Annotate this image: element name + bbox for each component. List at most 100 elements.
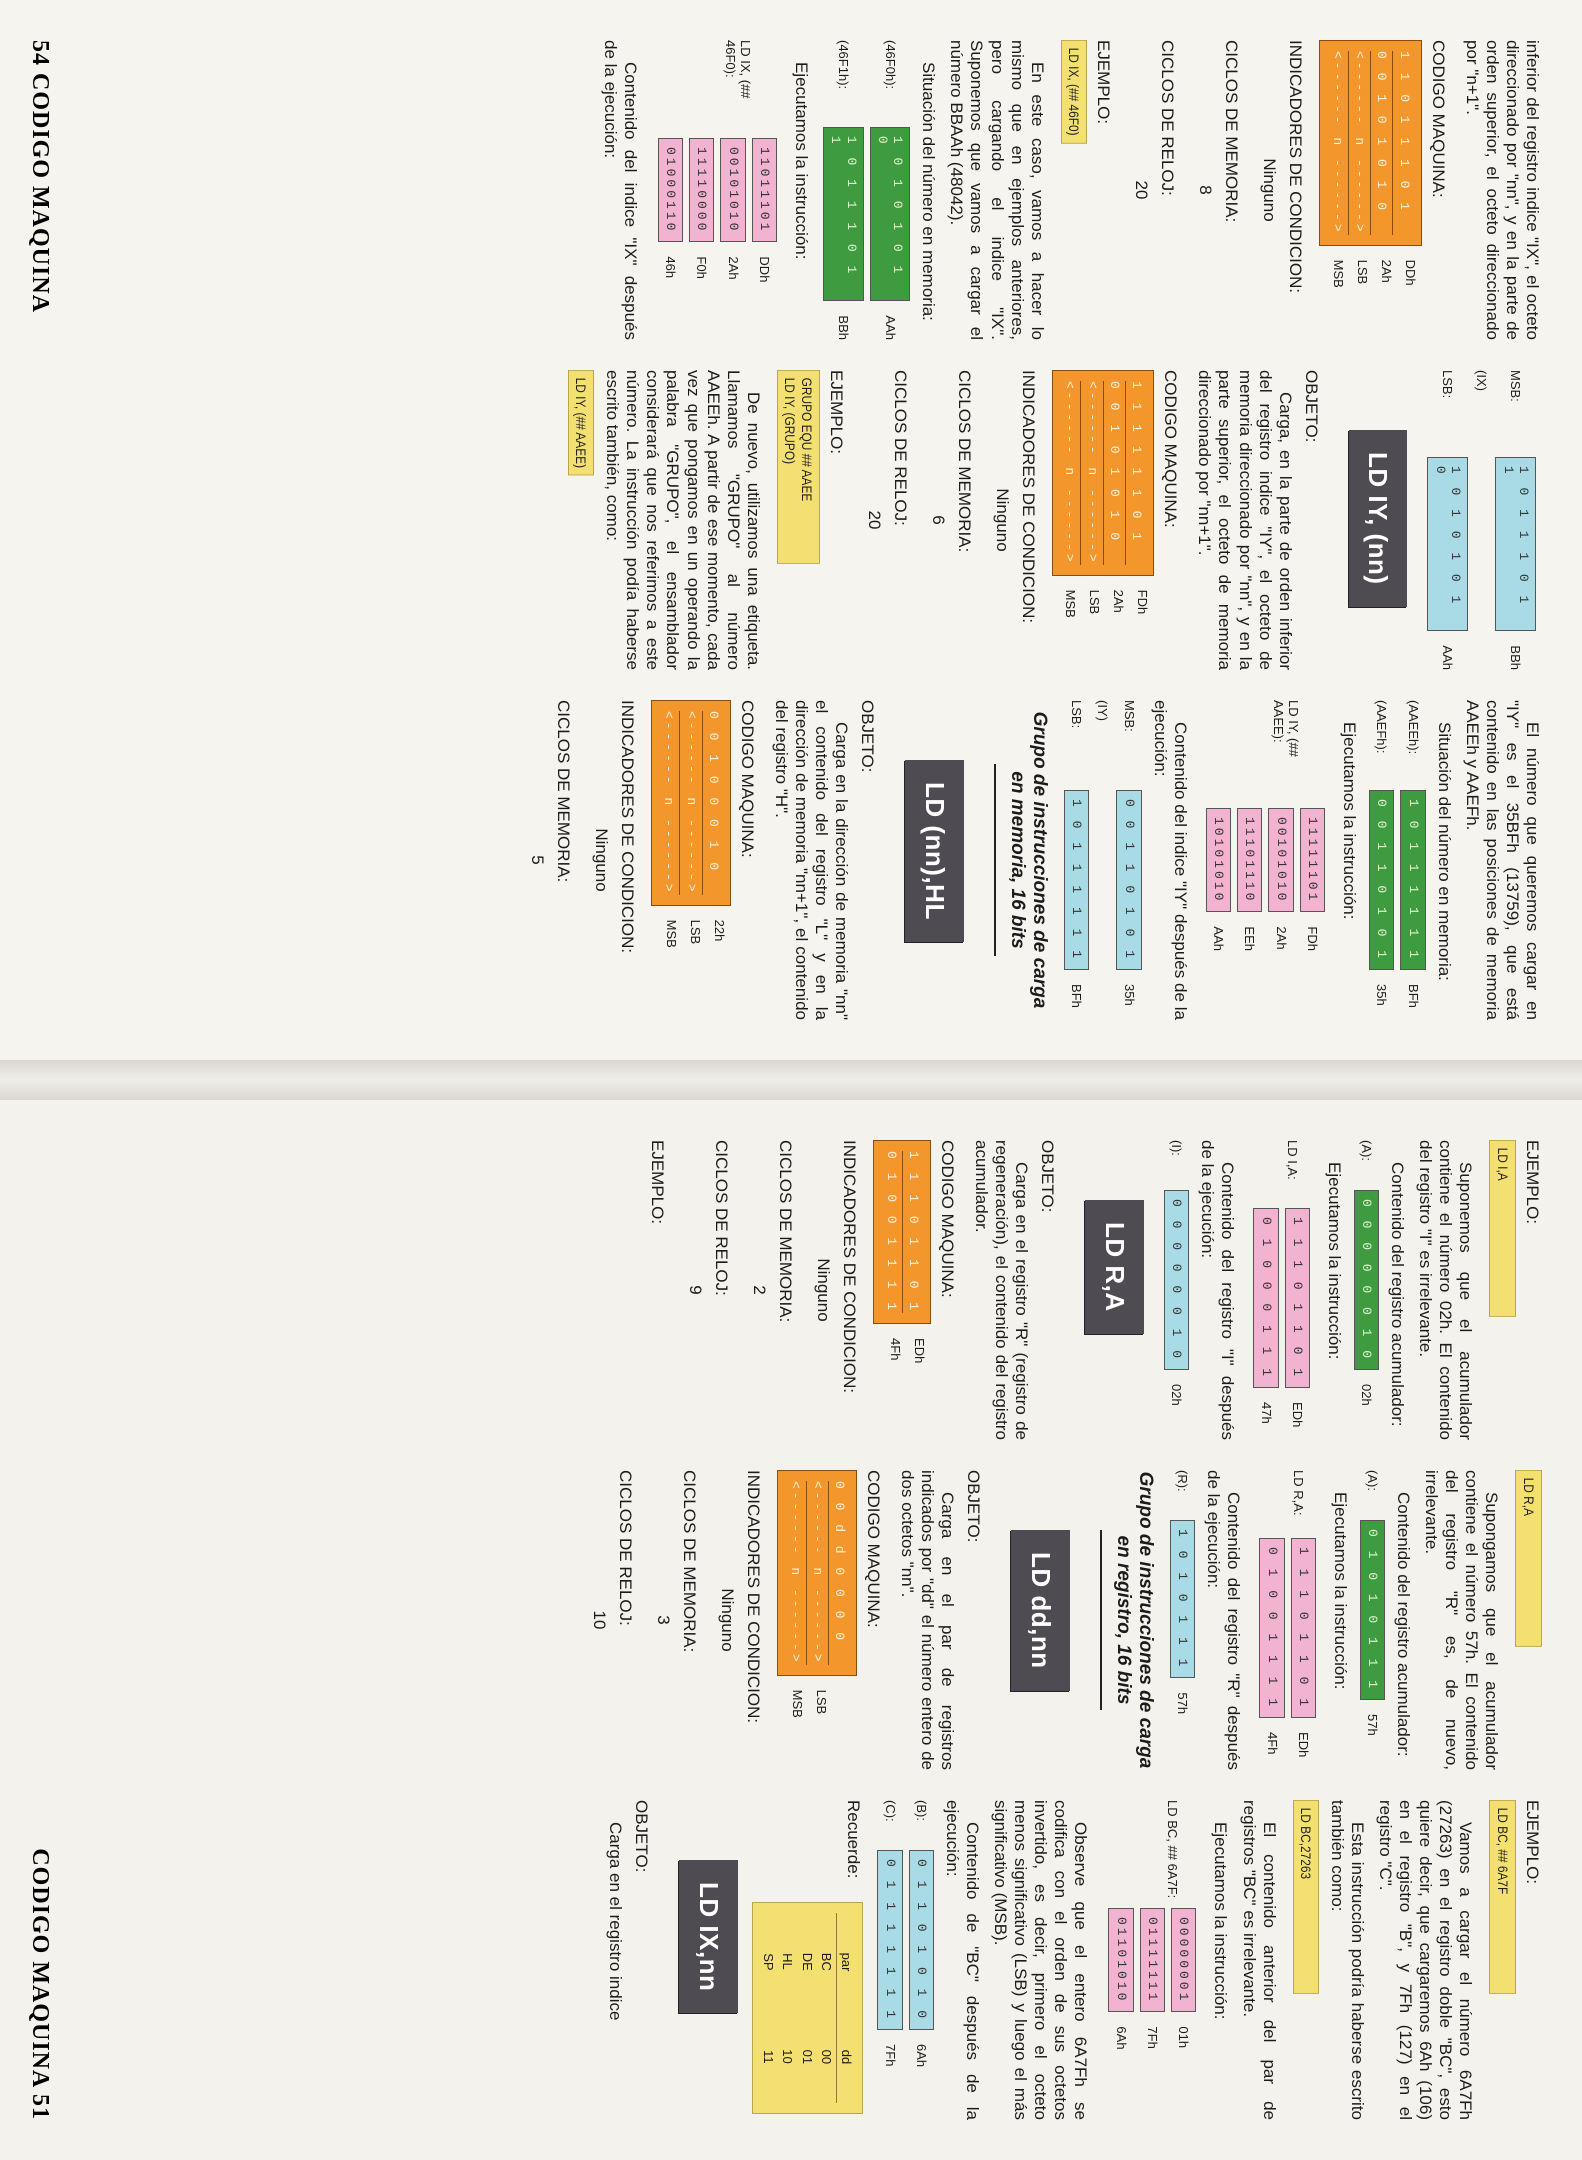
register-row-bits: 0 0 1 1 0 1 0 1 <box>1116 790 1142 971</box>
mc-row: <------ n ------> <box>661 711 677 895</box>
instruction-hex: 46h <box>662 256 678 279</box>
memory-cycles-value: 3 <box>654 1615 674 1625</box>
flags-label: INDICADORES DE CONDICION: <box>744 1470 764 1724</box>
result-hex: 57h <box>1175 1692 1191 1715</box>
result-text: Contenido de "BC" después de la ejecució… <box>943 1800 983 2120</box>
memory-row-bits: 1 0 1 1 1 0 1 1 <box>823 126 864 302</box>
example-code-box: LD I,A <box>1489 1140 1516 1317</box>
instruction-label: LD BC, ## 6A7F: <box>1165 1800 1181 1899</box>
section-title: Grupo de instrucciones de carga en regis… <box>1112 1471 1156 1769</box>
instruction-bits: 00101010 <box>1268 808 1294 913</box>
register-row-label: MSB: <box>1508 370 1524 402</box>
instruction-label: LD I,A: <box>1284 1140 1300 1180</box>
register-row: MSB: 1 0 1 1 1 0 1 1 BBh <box>1495 370 1536 670</box>
instruction-row: 00000001 01h <box>1171 1908 1197 2050</box>
accumulator-row: (A): 0 1 0 1 0 1 1 1 57h <box>1359 1470 1386 1770</box>
register-row-label: (B): <box>914 1800 930 1821</box>
example-code-box: LD IY, (## AAEE) <box>567 370 595 476</box>
instruction-bytes: 00000001 01h 01111111 7Fh 01101010 6Ah <box>1102 1908 1202 2050</box>
mc-hex: MSB <box>1063 589 1079 618</box>
machine-code-box: 1 1 1 1 1 1 0 1 0 0 1 0 1 0 1 0 <------ … <box>1052 370 1155 576</box>
clock-cycles-value: 9 <box>686 1285 705 1295</box>
mc-hex: 22h <box>712 919 728 942</box>
instruction-row: 01000110 46h <box>657 138 683 282</box>
example-code-box: LD BC, ## 6A7F <box>1489 1800 1516 1994</box>
object-text: Carga en la dirección de memoria "nn" el… <box>772 700 852 1020</box>
memory-row-hex: 35h <box>1374 984 1390 1006</box>
flags-value: Ninguno <box>1260 158 1280 222</box>
execute-text: Ejecutamos la instrucción: <box>792 62 812 260</box>
execute-text: Ejecutamos la instrucción: <box>1330 1492 1350 1690</box>
register-row-hex: 35h <box>1121 984 1137 1006</box>
example-code-box: LD IX, (## 46F0) <box>1060 40 1088 144</box>
register-row-hex: AAh <box>1440 645 1456 670</box>
object-text: Carga en el registro "R" (registro de re… <box>971 1140 1032 1440</box>
register-row-label: LSB: <box>1440 370 1456 399</box>
instruction-bits: 00000001 <box>1171 1908 1197 2013</box>
accumulator-label: (A): <box>1365 1470 1381 1491</box>
register-row-bits: 1 0 1 1 1 1 1 1 <box>1063 790 1089 971</box>
alt-syntax-text: Esta instrucción podría haberse escrito … <box>1328 1800 1368 2120</box>
register-row: (IX) <box>1474 370 1489 670</box>
register-row-bits: 0 1 1 0 1 0 1 0 <box>908 1850 935 2031</box>
instruction-bits: 01111111 <box>1139 1908 1166 2013</box>
clock-cycles-label: CICLOS DE RELOJ: <box>890 370 910 526</box>
mc-hex-list: LSB MSB <box>785 1690 857 1718</box>
example-text: El número que queremos cargar en "IY" es… <box>1462 700 1542 1020</box>
instruction-block: LD IX, (## 46F0): 11011101 DDh 00101010 2A… <box>652 40 783 340</box>
instruction-bytes: 11011101 DDh 00101010 2Ah 11110000 F0h 0100… <box>652 138 783 282</box>
flags-value: Ninguno <box>592 828 611 892</box>
example-text: Suponemos que el acumulador contiene el … <box>1416 1140 1476 1440</box>
machine-code-box: 1 1 0 1 1 1 0 1 0 0 1 0 1 0 1 0 <------ … <box>1319 40 1422 246</box>
result-text: Contenido del registro "I" después de la… <box>1198 1140 1238 1440</box>
result-label: (I): <box>1169 1140 1185 1156</box>
mc-label: CODIGO MAQUINA: <box>1161 370 1181 528</box>
table-cell: HL <box>780 1953 796 1970</box>
flags-label: INDICADORES DE CONDICION: <box>1286 40 1306 294</box>
accumulator-hex: 57h <box>1365 1714 1381 1736</box>
clock-cycles-label: CICLOS DE RELOJ: <box>1158 40 1178 196</box>
acc-text: Contenido del registro acumulador: <box>1394 1492 1414 1757</box>
instruction-row: 1 1 1 0 1 1 0 1 EDh <box>1284 1208 1310 1427</box>
example-label: EJEMPLO: <box>647 1140 667 1225</box>
mc-hex: FDh <box>1135 589 1151 615</box>
mc-hex-list: 22h LSB MSB <box>659 920 731 948</box>
memory-row-label: (AAEEh): <box>1405 700 1421 755</box>
instruction-bytes: 1 1 1 0 1 1 0 1 EDh 0 1 0 0 1 1 1 1 4Fh <box>1253 1538 1322 1757</box>
flags-value: Ninguno <box>814 1258 834 1322</box>
memory-row-hex: BBh <box>836 315 852 340</box>
instruction-bits: 11011101 <box>751 138 777 243</box>
instruction-hex: 2Ah <box>725 256 741 280</box>
instruction-block: LD BC, ## 6A7F: 00000001 01h 01111111 7Fh … <box>1102 1800 1202 2120</box>
instruction-bits: 11101110 <box>1237 808 1263 913</box>
instruction-label: LD IY, (## AAEE): <box>1270 700 1302 757</box>
instruction-row: 11110000 F0h <box>688 138 715 282</box>
mc-label: CODIGO MAQUINA: <box>1428 40 1448 198</box>
register-row-label: (IX) <box>1474 370 1490 391</box>
memory-row-label: (46F0h): <box>882 40 898 90</box>
instruction-hex: EDh <box>1295 1732 1311 1758</box>
accumulator-bits: 0 0 0 0 0 0 1 0 <box>1353 1190 1380 1371</box>
execute-text: Ejecutamos la instrucción: <box>1324 1162 1344 1360</box>
memory-row-bits: 0 0 1 1 0 1 0 1 <box>1369 790 1395 971</box>
object-label: OBJETO: <box>858 700 878 773</box>
table-row: SP 11 <box>759 1913 778 2103</box>
result-hex: 02h <box>1169 1384 1185 1406</box>
accumulator-label: (A): <box>1359 1140 1375 1161</box>
instruction-row: 1 1 1 0 1 1 0 1 EDh <box>1290 1538 1316 1758</box>
section-title: Grupo de instrucciones de carga en memor… <box>1006 711 1050 1009</box>
accumulator-bits: 0 1 0 1 0 1 1 1 <box>1359 1520 1386 1701</box>
mc-row: 1 1 1 1 1 1 0 1 <box>1125 381 1148 565</box>
mc-hex: DDh <box>1402 259 1418 286</box>
result-text: Contenido del indice "IY" después de la … <box>1150 700 1190 1020</box>
example-code-box: LD BC,27263 <box>1292 1800 1320 1994</box>
example-code-box: LD R,A <box>1515 1470 1542 1647</box>
instruction-hex: 2Ah <box>1273 926 1289 950</box>
instruction-block: LD R,A: 1 1 1 0 1 1 0 1 EDh 0 1 0 0 1 1 1… <box>1253 1470 1322 1770</box>
mc-hex-list: FDh 2Ah LSB MSB <box>1058 590 1154 618</box>
instruction-block: LD I,A: 1 1 1 0 1 1 0 1 EDh 0 1 0 0 0 1 1… <box>1247 1140 1316 1440</box>
mc-row: <------ n ------> <box>679 711 702 895</box>
mnemonic-title: LD dd,nn <box>1011 1530 1071 1691</box>
table-cell: BC <box>819 1952 835 1971</box>
memory-row-bits: 1 0 1 0 1 0 1 0 <box>869 126 911 302</box>
